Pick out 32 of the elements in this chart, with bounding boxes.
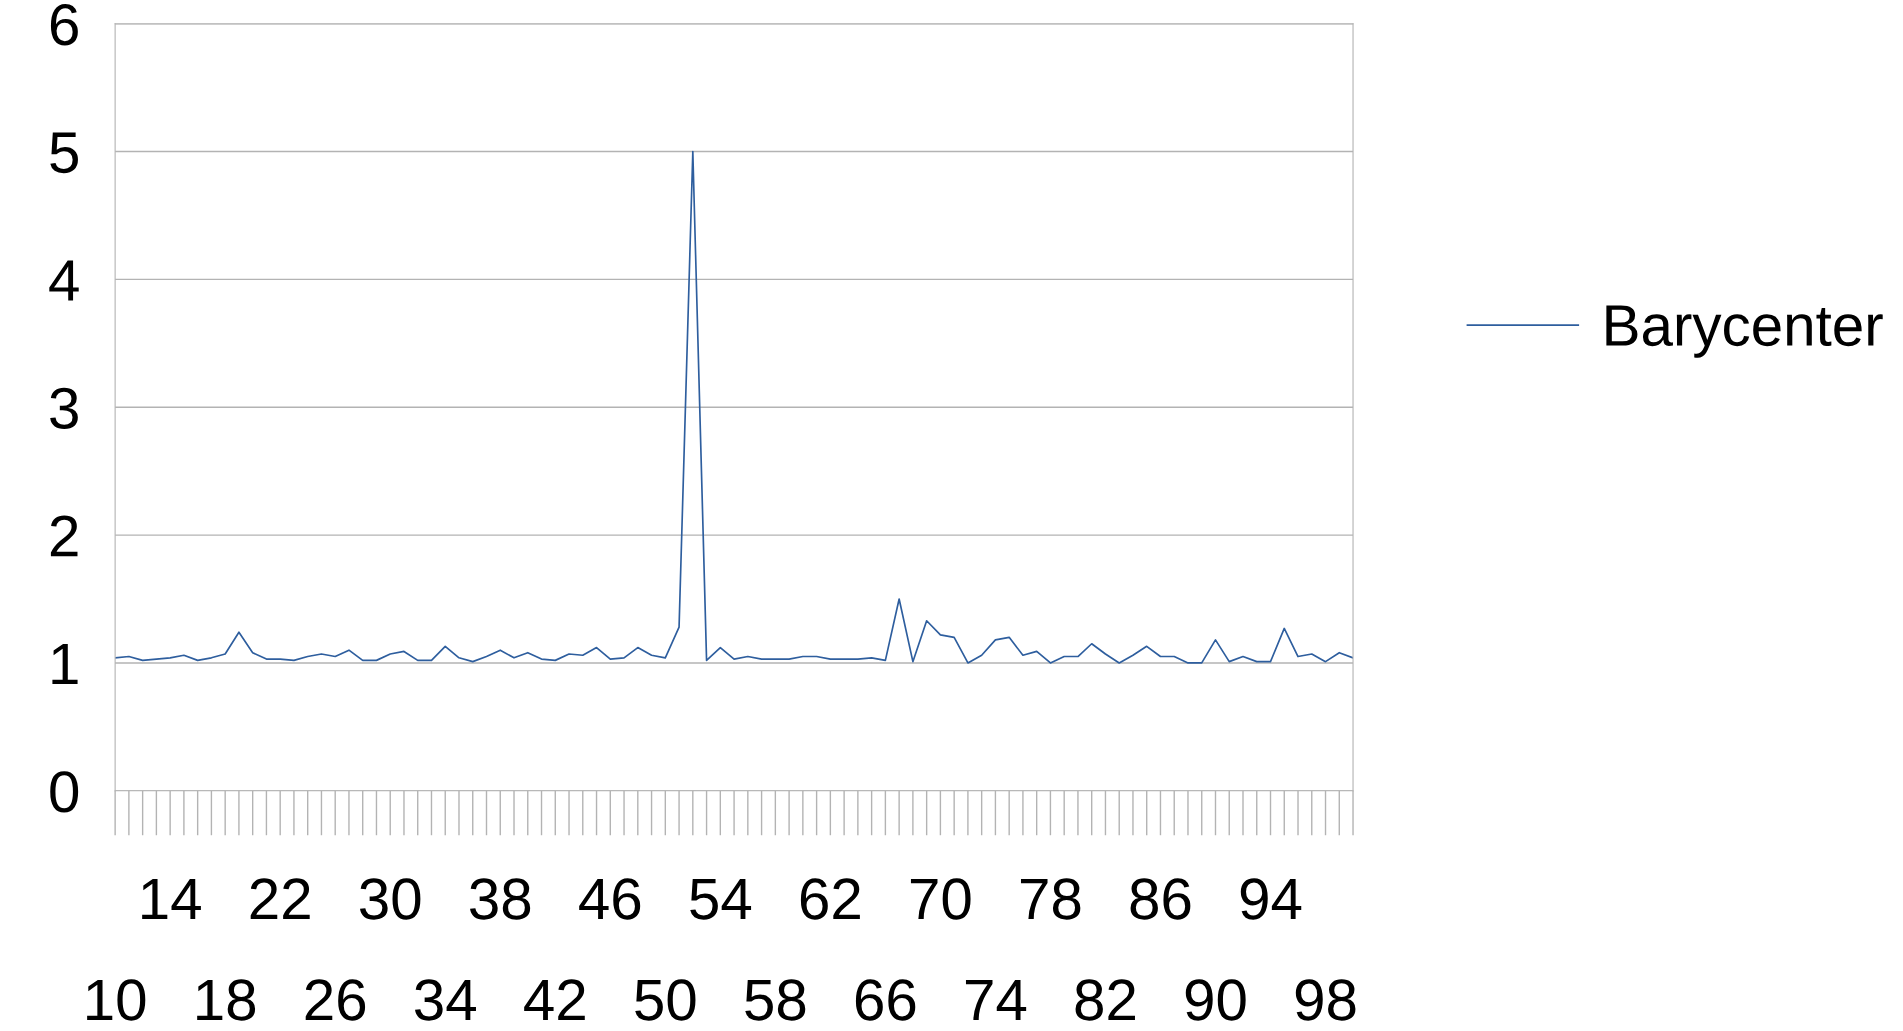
legend-label: Barycenter [1606,305,1883,358]
x-tick-label: 78 [1020,878,1081,920]
y-tick-label: 1 [52,643,78,685]
x-tick-label: 10 [87,979,146,1021]
x-tick-label: 22 [250,878,310,920]
x-tick-label: 94 [1240,878,1302,920]
x-tick-label: 46 [579,878,641,920]
x-tick-label: 18 [197,979,256,1021]
x-tick-label: 98 [1295,979,1356,1021]
x-tick-label: 58 [745,979,806,1021]
y-tick-label: 6 [50,4,78,46]
x-tick-label: 34 [415,979,476,1021]
line-series [115,150,1354,664]
y-tick-label: 0 [50,771,79,813]
y-tick-label: 5 [50,132,78,174]
x-tick-label: 82 [1075,979,1135,1021]
x-tick-label: 30 [360,878,421,920]
x-tick-label: 62 [800,878,860,920]
x-tick-label: 86 [1130,878,1191,920]
x-tick-label: 70 [910,878,971,920]
x-tick-label: 54 [690,878,752,920]
y-tick-label: 2 [50,515,78,557]
x-tick-label: 14 [142,878,201,920]
y-tick-label: 4 [49,260,79,301]
x-tick-label: 50 [635,979,696,1021]
x-tick-label: 38 [470,878,531,920]
y-tick-label: 3 [50,387,78,429]
x-tick-label: 26 [305,979,366,1021]
x-tick-label: 66 [855,979,916,1021]
x-tick-label: 74 [965,979,1027,1021]
x-tick-label: 42 [524,979,585,1021]
x-tick-label: 90 [1185,979,1246,1021]
